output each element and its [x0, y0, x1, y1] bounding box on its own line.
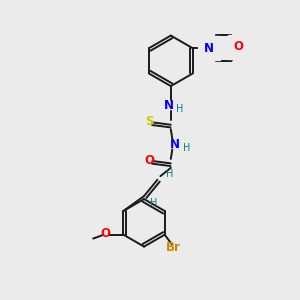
Text: O: O — [144, 154, 154, 167]
Text: Br: Br — [166, 241, 181, 254]
Text: O: O — [100, 227, 111, 240]
Text: H: H — [150, 198, 157, 208]
Text: S: S — [145, 115, 154, 128]
Text: H: H — [166, 169, 174, 179]
Text: H: H — [176, 104, 183, 114]
Text: N: N — [170, 138, 180, 151]
Text: N: N — [164, 99, 173, 112]
Text: N: N — [204, 42, 214, 55]
Text: O: O — [234, 40, 244, 53]
Text: H: H — [184, 142, 191, 153]
